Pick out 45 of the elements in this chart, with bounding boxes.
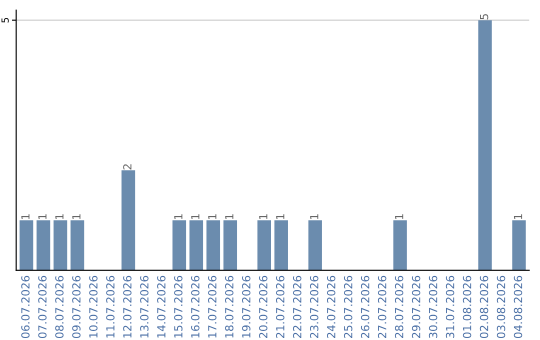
x-tick-label: 25.07.2026	[344, 276, 352, 338]
data-label: 1	[55, 214, 64, 220]
data-label: 1	[191, 214, 200, 220]
data-label: 1	[72, 214, 80, 220]
x-tick-label: 15.07.2026	[174, 276, 182, 338]
x-tick-label: 29.07.2026	[412, 276, 420, 338]
x-tick-label: 17.07.2026	[208, 276, 216, 338]
data-label: 2	[123, 164, 132, 170]
data-label: 1	[225, 214, 234, 220]
x-tick-label: 09.07.2026	[72, 276, 81, 338]
x-tick-label: 06.07.2026	[21, 276, 30, 338]
x-tick-label: 12.07.2026	[123, 276, 132, 338]
data-label: 1	[276, 214, 284, 220]
data-label: 1	[259, 214, 268, 220]
x-tick-label: 01.08.2026	[462, 276, 472, 338]
x-tick-label: 26.07.2026	[360, 276, 370, 338]
data-label: 1	[21, 214, 30, 220]
x-tick-label: 14.07.2026	[157, 276, 166, 338]
x-tick-label: 27.07.2026	[378, 276, 386, 338]
x-tick-label: 19.07.2026	[242, 276, 250, 338]
x-tick-label: 28.07.2026	[394, 276, 404, 338]
data-label: 5	[480, 14, 488, 20]
x-tick-label: 23.07.2026	[310, 276, 318, 338]
x-tick-label: 02.08.2026	[480, 276, 488, 338]
x-tick-label: 20.07.2026	[259, 276, 268, 338]
x-tick-label: 04.08.2026	[514, 276, 522, 338]
x-tick-label: 08.07.2026	[55, 276, 64, 338]
x-tick-label: 24.07.2026	[326, 276, 336, 338]
data-label: 1	[208, 214, 216, 220]
data-label: 1	[174, 214, 182, 220]
data-label: 1	[514, 214, 522, 220]
data-label: 1	[38, 214, 46, 220]
x-tick-label: 13.07.2026	[140, 276, 149, 338]
x-tick-label: 10.07.2026	[89, 276, 98, 338]
data-label: 1	[310, 214, 318, 220]
x-tick-label: 03.08.2026	[496, 276, 506, 338]
x-tick-label: 18.07.2026	[225, 276, 234, 338]
x-tick-label: 11.07.2026	[106, 276, 115, 338]
x-tick-label: 30.07.2026	[428, 276, 438, 338]
x-tick-label: 31.07.2026	[446, 276, 454, 338]
x-tick-label: 07.07.2026	[38, 276, 47, 338]
x-tick-label: 21.07.2026	[276, 276, 284, 338]
x-tick-label: 16.07.2026	[191, 276, 200, 338]
data-label: 1	[395, 214, 404, 220]
x-tick-label: 22.07.2026	[293, 276, 302, 338]
